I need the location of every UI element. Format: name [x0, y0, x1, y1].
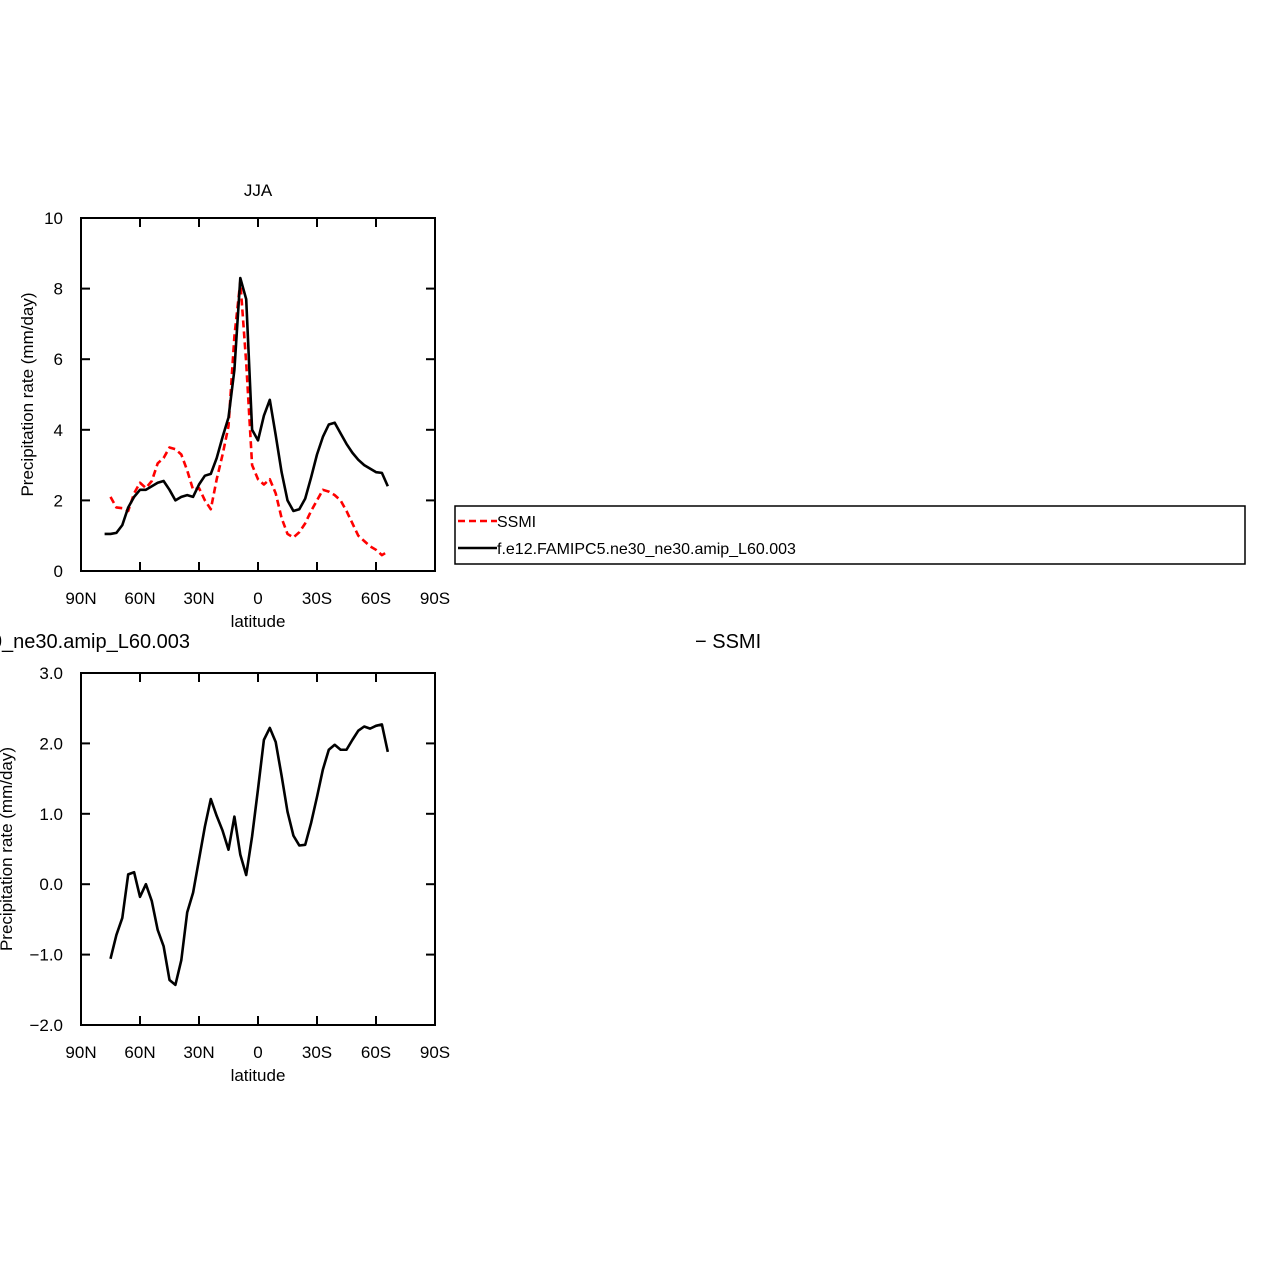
y-tick-label: 6 — [54, 350, 63, 369]
x-tick-label: 0 — [253, 1043, 262, 1062]
x-tick-label: 90N — [65, 1043, 96, 1062]
x-axis-label: latitude — [231, 1066, 286, 1085]
y-tick-label: 0.0 — [39, 875, 63, 894]
x-tick-label: 30N — [183, 1043, 214, 1062]
y-tick-label: −2.0 — [29, 1016, 63, 1035]
line-series — [104, 276, 389, 536]
legend-label: f.e12.FAMIPC5.ne30_ne30.amip_L60.003 — [497, 541, 796, 558]
x-tick-label: 30N — [183, 589, 214, 608]
y-tick-label: 3.0 — [39, 664, 63, 683]
legend-box — [454, 505, 1246, 565]
y-axis-label: Precipitation rate (mm/day) — [18, 292, 37, 496]
plot-frame — [80, 217, 436, 572]
chart-title: JJA — [244, 181, 273, 200]
x-tick-label: 90N — [65, 589, 96, 608]
x-tick-label: 0 — [253, 589, 262, 608]
x-tick-label: 90S — [420, 1043, 450, 1062]
y-axis-label: Precipitation rate (mm/day) — [0, 747, 16, 951]
line-series — [109, 723, 390, 987]
y-tick-label: 2.0 — [39, 734, 63, 753]
x-axis-label: latitude — [231, 612, 286, 631]
x-tick-label: 30S — [302, 589, 332, 608]
x-tick-label: 60N — [124, 1043, 155, 1062]
y-tick-label: 10 — [44, 209, 63, 228]
right-title: − SSMI — [695, 631, 761, 653]
x-tick-label: 30S — [302, 1043, 332, 1062]
left-title: f.e12.FAMIPC5.ne30_ne30.amip_L60.003 — [0, 631, 190, 653]
y-tick-label: 0 — [54, 562, 63, 581]
x-tick-label: 60S — [361, 589, 391, 608]
x-tick-label: 60N — [124, 589, 155, 608]
y-tick-label: −1.0 — [29, 946, 63, 965]
x-tick-label: 60S — [361, 1043, 391, 1062]
x-tick-label: 90S — [420, 589, 450, 608]
y-tick-label: 4 — [54, 421, 63, 440]
legend-label: SSMI — [497, 514, 536, 531]
y-tick-label: 1.0 — [39, 805, 63, 824]
y-tick-label: 2 — [54, 491, 63, 510]
line-series — [109, 280, 389, 557]
y-tick-label: 8 — [54, 280, 63, 299]
